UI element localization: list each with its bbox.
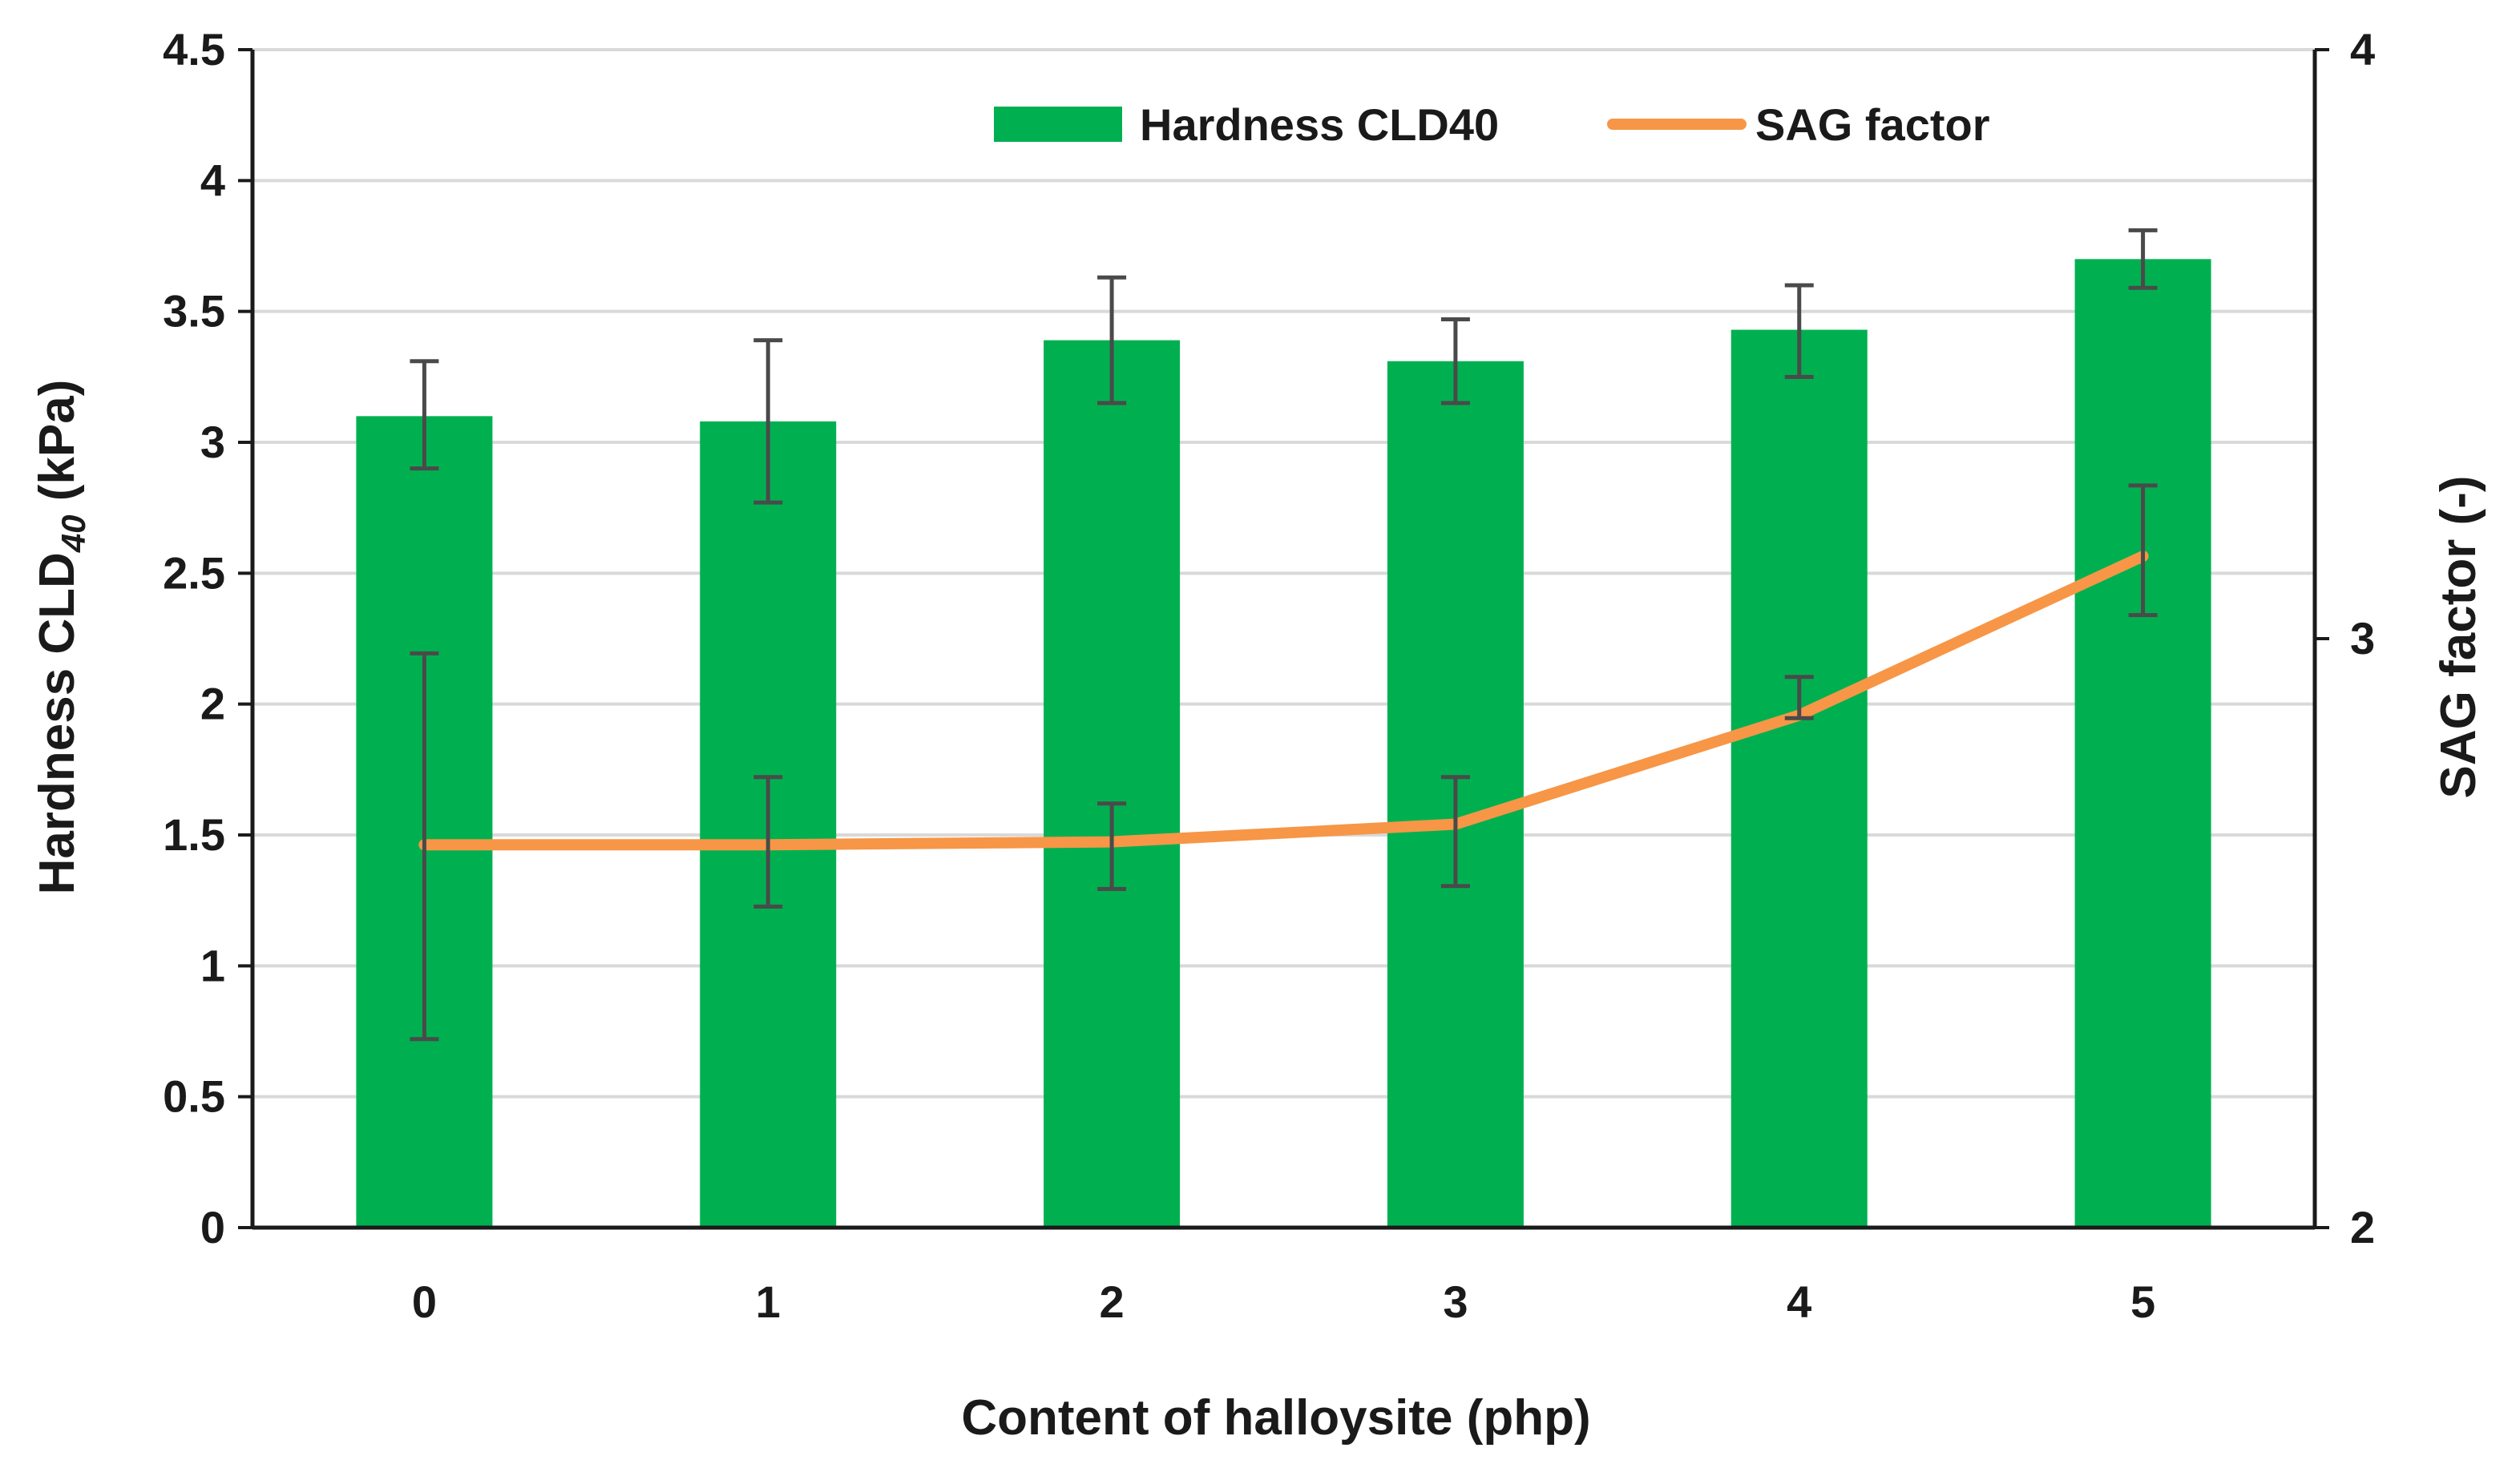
- y-left-tick-label: 0: [200, 1202, 225, 1252]
- line-error-bars: [410, 483, 2158, 1042]
- x-axis-title: Content of halloysite (php): [961, 1390, 1590, 1446]
- y-left-tick-label: 4: [200, 155, 225, 205]
- x-tick-label: 4: [1787, 1276, 1811, 1327]
- x-tick-label: 5: [2130, 1276, 2155, 1327]
- y-right-tick-label: 2: [2350, 1202, 2375, 1252]
- tick-labels: 0 0.5 1 1.5 2 2.5 3 3.5 4 4.5 2 3 4 0 1 2 3 4 5: [163, 24, 2375, 1327]
- y-axis-title-unit: (kPa): [30, 380, 85, 502]
- axes: [238, 48, 2329, 1230]
- x-tick-label: 3: [1443, 1276, 1468, 1327]
- legend-swatch-hardness: [994, 107, 1122, 142]
- y-left-tick-label: 0.5: [163, 1071, 225, 1122]
- bar-error-bars: [410, 228, 2158, 505]
- y-axis-title-main: Hardness CLD: [30, 552, 85, 894]
- bar-2: [1044, 340, 1181, 1228]
- y-axis-title-right: SAG factor (-): [2431, 476, 2486, 799]
- y-axis-title-spacer: [30, 501, 85, 514]
- y-right-tick-label: 3: [2350, 613, 2375, 663]
- y-left-tick-label: 3.5: [163, 286, 225, 337]
- x-tick-label: 0: [412, 1276, 437, 1327]
- legend-label-sag: SAG factor: [1755, 99, 1990, 150]
- legend: Hardness CLD40 SAG factor: [994, 99, 1990, 150]
- grid: [252, 48, 2315, 1099]
- y-left-tick-label: 1: [200, 940, 225, 990]
- y-left-tick-label: 4.5: [163, 24, 225, 75]
- legend-label-hardness: Hardness CLD40: [1140, 99, 1499, 150]
- bar-5: [2074, 259, 2211, 1228]
- y-left-tick-label: 3: [200, 417, 225, 467]
- bars: [356, 259, 2211, 1228]
- x-tick-label: 2: [1100, 1276, 1125, 1327]
- x-tick-label: 1: [756, 1276, 781, 1327]
- y-left-tick-label: 1.5: [163, 809, 225, 860]
- y-left-tick-label: 2: [200, 679, 225, 729]
- y-left-tick-label: 2.5: [163, 547, 225, 598]
- sag-line: [418, 551, 2149, 851]
- y-axis-title-subscript: 40: [55, 514, 92, 553]
- y-axis-title-left: Hardness CLD40 (kPa): [30, 380, 92, 895]
- y-right-tick-label: 4: [2350, 24, 2375, 75]
- bar-4: [1730, 329, 1868, 1228]
- sag-factor-line: [418, 551, 2149, 851]
